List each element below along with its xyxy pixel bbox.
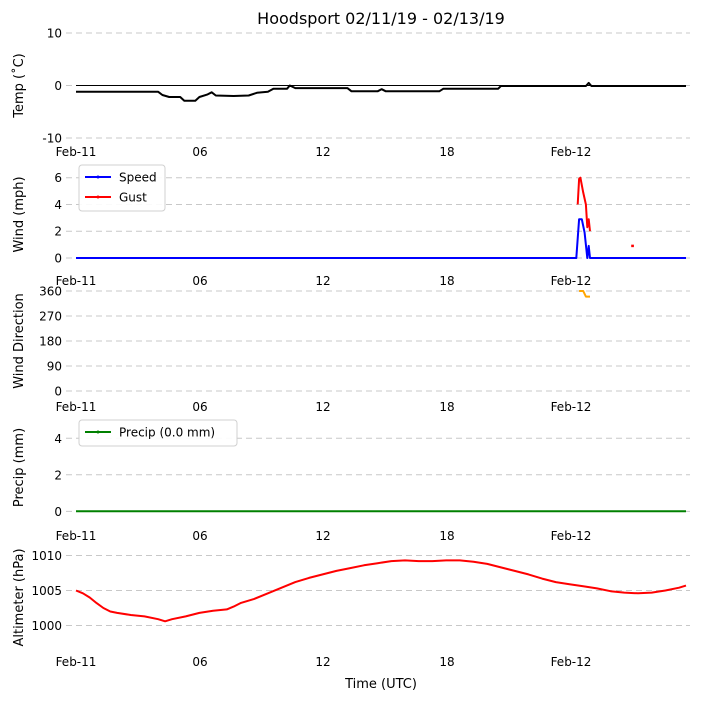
precip-y-tick-label: 4 xyxy=(54,432,62,446)
precip-y-axis-label: Precip (mm) xyxy=(12,428,27,507)
precip-x-tick-label: 18 xyxy=(439,529,454,543)
wind-series-speed xyxy=(76,218,686,259)
wind-y-tick-label: 4 xyxy=(54,198,62,212)
wind-legend-marker xyxy=(96,175,100,179)
direction-x-tick-label: 18 xyxy=(439,400,454,414)
temp-y-axis-label: Temp (˚C) xyxy=(11,53,27,119)
wind-legend-marker xyxy=(96,195,100,199)
temp-x-tick-label: 12 xyxy=(315,145,330,159)
altimeter-y-axis-label: Altimeter (hPa) xyxy=(12,548,27,646)
wind-x-tick-label: 18 xyxy=(439,274,454,288)
x-axis-label: Time (UTC) xyxy=(344,677,417,692)
precip-x-tick-label: 06 xyxy=(192,529,207,543)
precip-y-tick-label: 2 xyxy=(54,468,62,482)
wind-x-tick-label: 12 xyxy=(315,274,330,288)
direction-y-tick-label: 360 xyxy=(39,285,62,299)
direction-series-direction xyxy=(579,290,590,298)
altimeter-x-tick-label: 12 xyxy=(315,655,330,669)
altimeter-series-altimeter xyxy=(75,559,687,623)
precip-legend-label: Precip (0.0 mm) xyxy=(119,426,215,440)
temp-x-tick-label: Feb-12 xyxy=(551,145,592,159)
temp-y-tick-label: 0 xyxy=(54,79,62,93)
temp-series-temp xyxy=(76,81,686,102)
precip-x-tick-label: Feb-11 xyxy=(56,529,97,543)
altimeter-y-tick-label: 1010 xyxy=(31,549,62,563)
altimeter-x-tick-label: 18 xyxy=(439,655,454,669)
precip-x-tick-label: 12 xyxy=(315,529,330,543)
precip-x-tick-label: Feb-12 xyxy=(551,529,592,543)
altimeter-x-tick-label: Feb-11 xyxy=(56,655,97,669)
direction-x-tick-label: 06 xyxy=(192,400,207,414)
temp-y-tick-label: -10 xyxy=(42,132,62,146)
wind-y-axis-label: Wind (mph) xyxy=(12,176,27,252)
direction-y-tick-label: 90 xyxy=(47,360,62,374)
direction-x-tick-label: Feb-11 xyxy=(56,400,97,414)
wind-y-tick-label: 0 xyxy=(54,251,62,265)
direction-y-axis-label: Wind Direction xyxy=(12,293,27,389)
altimeter-x-tick-label: 06 xyxy=(192,655,207,669)
direction-y-tick-label: 270 xyxy=(39,310,62,324)
wind-x-tick-label: Feb-12 xyxy=(551,274,592,288)
altimeter-x-tick-label: Feb-12 xyxy=(551,655,592,669)
direction-y-tick-label: 180 xyxy=(39,335,62,349)
wind-legend-label: Gust xyxy=(119,191,147,205)
temp-y-tick-label: 10 xyxy=(47,27,62,41)
wind-y-tick-label: 6 xyxy=(54,171,62,185)
temp-x-tick-label: 06 xyxy=(192,145,207,159)
direction-y-tick-label: 0 xyxy=(54,385,62,399)
precip-legend-marker xyxy=(96,430,100,434)
temp-x-tick-label: 18 xyxy=(439,145,454,159)
direction-x-tick-label: Feb-12 xyxy=(551,400,592,414)
wind-x-tick-label: Feb-11 xyxy=(56,274,97,288)
precip-legend-box xyxy=(78,419,238,447)
wind-x-tick-label: 06 xyxy=(192,274,207,288)
wind-legend-label: Speed xyxy=(119,171,157,185)
wind-series-gust xyxy=(576,176,591,232)
altimeter-y-tick-label: 1000 xyxy=(31,619,62,633)
altimeter-y-tick-label: 1005 xyxy=(31,584,62,598)
chart-title: Hoodsport 02/11/19 - 02/13/19 xyxy=(257,9,505,28)
temp-x-tick-label: Feb-11 xyxy=(56,145,97,159)
direction-x-tick-label: 12 xyxy=(315,400,330,414)
wind-y-tick-label: 2 xyxy=(54,225,62,239)
precip-y-tick-label: 0 xyxy=(54,505,62,519)
